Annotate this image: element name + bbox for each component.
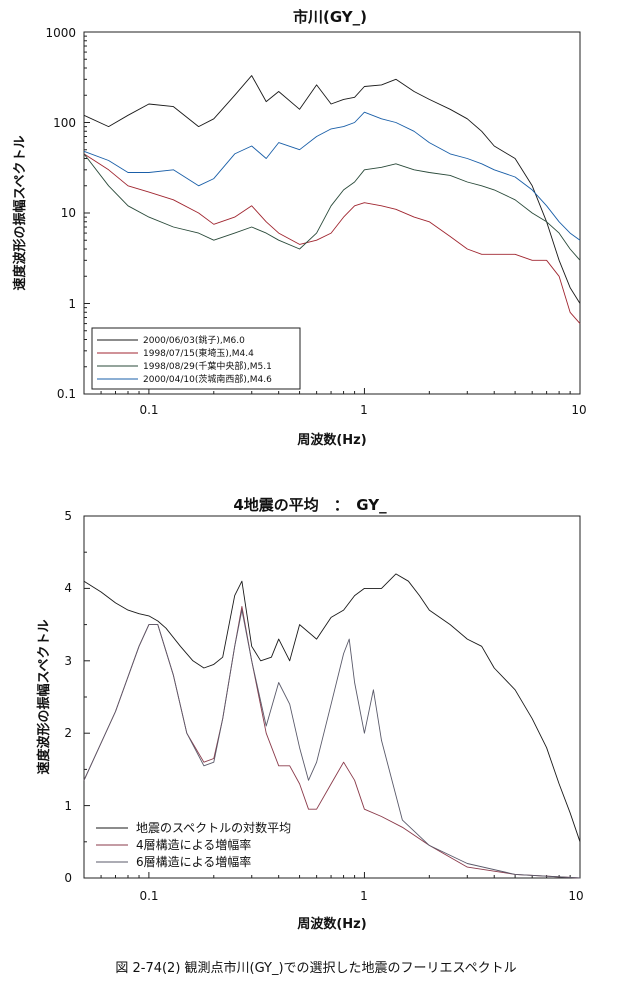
bottom-ytick-label-1: 1	[64, 799, 72, 813]
bottom-ytick-label-3: 3	[64, 654, 72, 668]
top-legend: 2000/06/03(銚子),M6.0 1998/07/15(東埼玉),M4.4…	[91, 327, 301, 390]
bottom-chart-title: 4地震の平均 ： GY_	[233, 496, 387, 514]
top-series-line-1	[83, 153, 581, 324]
bottom-legend-label-0: 地震のスペクトルの対数平均	[136, 820, 291, 835]
top-ytick-label-1000: 1000	[45, 26, 76, 40]
bottom-series-line-0	[83, 573, 581, 842]
bottom-xtick-label-1: 1	[360, 889, 368, 903]
top-legend-label-0: 2000/06/03(銚子),M6.0	[143, 334, 245, 346]
top-xtick-label-10: 10	[571, 403, 586, 417]
top-xtick-label-1: 1	[360, 403, 368, 417]
bottom-series-line-2	[83, 609, 581, 879]
bottom-ytick-label-4: 4	[64, 581, 72, 595]
top-xtick-label-0.1: 0.1	[139, 403, 158, 417]
top-ytick-label-1: 1	[68, 297, 76, 311]
top-chart-title: 市川(GY_)	[293, 8, 367, 26]
top-legend-label-1: 1998/07/15(東埼玉),M4.4	[143, 347, 254, 359]
bottom-chart: 4地震の平均 ： GY_ 0 1 2 3 4 5 0.1 1 10 周波数(Hz…	[36, 496, 584, 932]
bottom-legend-label-1: 4層構造による増幅率	[136, 837, 251, 852]
top-series-line-2	[83, 153, 581, 261]
top-legend-label-2: 1998/08/29(千葉中央部),M5.1	[143, 360, 272, 372]
bottom-xtick-label-10: 10	[568, 889, 583, 903]
bottom-y-axis-label: 速度波形の振幅スペクトル	[36, 619, 52, 774]
top-chart: 市川(GY_) 0.1 1 10 100 1000 0.1 1 10 周波数(H…	[12, 8, 587, 448]
top-legend-label-3: 2000/04/10(茨城南西部),M4.6	[143, 373, 272, 385]
top-series-line-3	[83, 111, 581, 241]
top-ticks	[83, 31, 581, 395]
bottom-legend: 地震のスペクトルの対数平均 4層構造による増幅率 6層構造による増幅率	[96, 820, 291, 869]
bottom-legend-label-2: 6層構造による増幅率	[136, 854, 251, 869]
top-x-axis-label: 周波数(Hz)	[297, 432, 366, 448]
top-ytick-label-10: 10	[61, 206, 76, 220]
bottom-series-lines	[83, 573, 581, 879]
bottom-ticks	[83, 515, 581, 879]
figure-caption: 図 2-74(2) 観測点市川(GY_)での選択した地震のフーリエスペクトル	[115, 960, 516, 976]
bottom-ytick-label-5: 5	[64, 509, 72, 523]
bottom-ytick-label-2: 2	[64, 726, 72, 740]
bottom-ytick-label-0: 0	[64, 871, 72, 885]
bottom-x-axis-label: 周波数(Hz)	[297, 916, 366, 932]
top-series-lines	[83, 75, 581, 324]
bottom-xtick-label-0.1: 0.1	[139, 889, 158, 903]
top-y-axis-label: 速度波形の振幅スペクトル	[12, 135, 28, 290]
top-series-line-0	[83, 75, 581, 304]
top-ytick-label-100: 100	[53, 116, 76, 130]
top-ytick-label-0.1: 0.1	[57, 387, 76, 401]
